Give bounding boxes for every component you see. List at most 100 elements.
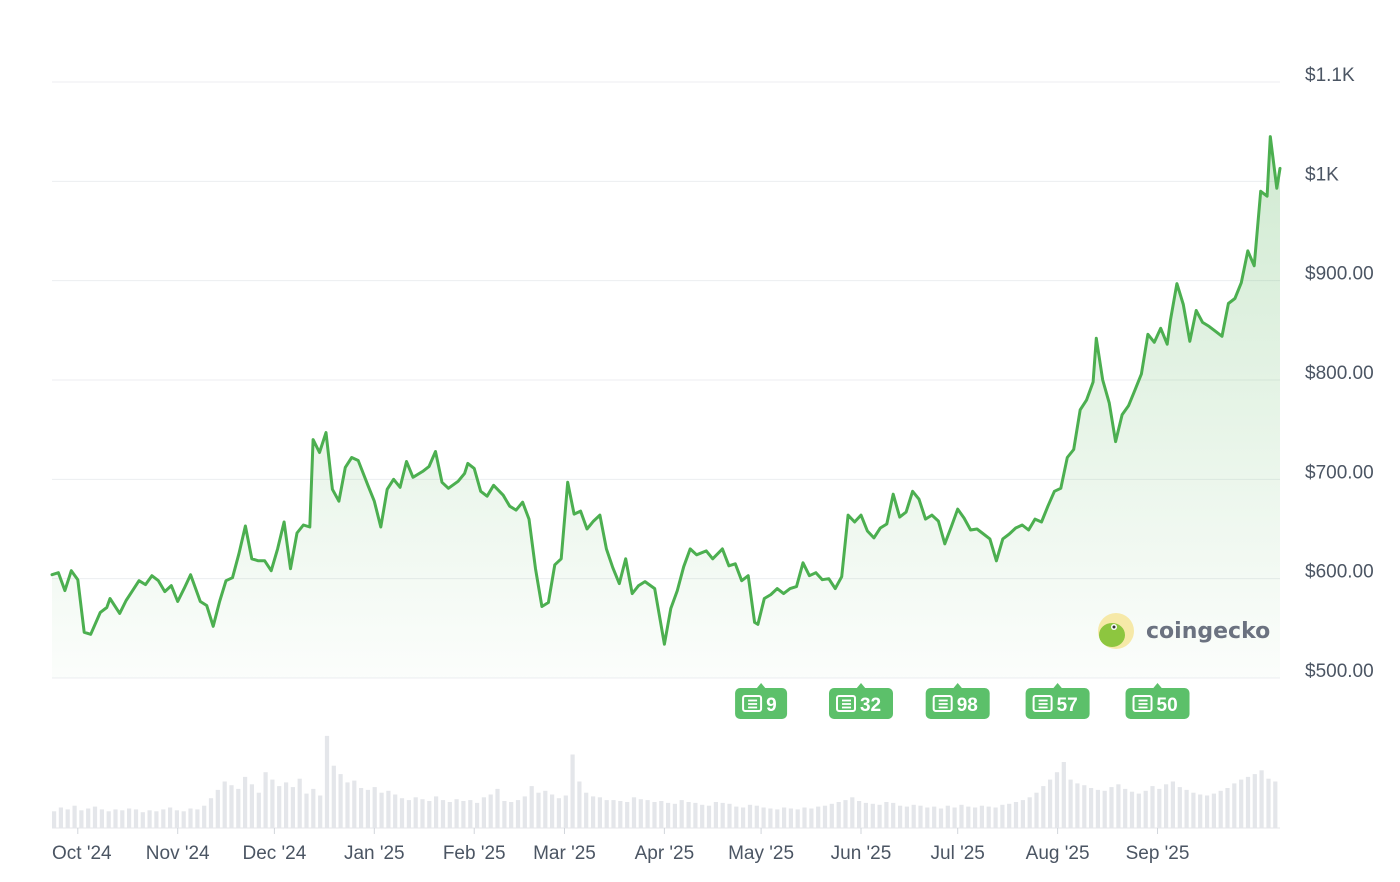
volume-bar [1109, 787, 1114, 828]
volume-bar [788, 808, 793, 828]
volume-bar [904, 806, 909, 828]
volume-bar [352, 780, 357, 828]
volume-bar [1129, 791, 1135, 828]
volume-bar [229, 785, 234, 828]
x-tick-label: Jun '25 [831, 843, 892, 864]
volume-bar [365, 789, 370, 828]
volume-bar [345, 782, 350, 828]
volume-bar [1157, 788, 1162, 828]
coingecko-watermark: coingecko [1098, 613, 1270, 649]
volume-bar [1054, 772, 1060, 828]
volume-bar [434, 796, 439, 828]
volume-bar [161, 809, 166, 828]
volume-bar [945, 805, 950, 828]
volume-bar [1034, 792, 1039, 828]
volume-bar [1089, 788, 1094, 828]
volume-bar [1225, 788, 1230, 828]
news-count: 98 [957, 695, 978, 716]
x-tick-label: Apr '25 [635, 843, 695, 864]
volume-bar [1020, 800, 1025, 828]
x-tick-label: Dec '24 [242, 843, 306, 864]
volume-bar [659, 801, 664, 828]
news-count: 50 [1157, 695, 1178, 716]
volume-bar [1218, 790, 1223, 828]
volume-bar [1198, 794, 1203, 828]
volume-bar [1259, 770, 1264, 828]
volume-bar [529, 786, 534, 828]
volume-bar [1252, 774, 1257, 828]
y-tick-label: $1.1K [1305, 65, 1355, 86]
volume-bar [1068, 779, 1073, 828]
volume-bar [1136, 793, 1141, 828]
y-tick-label: $900.00 [1305, 264, 1374, 285]
volume-bar [986, 806, 991, 828]
volume-bar [372, 787, 377, 828]
price-area [52, 136, 1280, 679]
volume-bar [174, 810, 179, 828]
volume-bar [604, 800, 609, 828]
volume-bar [133, 809, 139, 828]
volume-bar [379, 792, 384, 828]
volume-bar [290, 787, 295, 828]
x-tick-label: Sep '25 [1126, 843, 1190, 864]
volume-bar [386, 790, 391, 828]
news-marker[interactable]: 98 [925, 683, 990, 719]
volume-bar [72, 805, 77, 828]
volume-bar [1239, 779, 1244, 828]
volume-bar [263, 772, 268, 828]
volume-bar [99, 809, 104, 828]
volume-bar [1041, 786, 1046, 828]
news-marker[interactable]: 57 [1025, 683, 1090, 719]
volume-bar [631, 797, 637, 828]
volume-bar [734, 806, 739, 828]
volume-bar [768, 808, 773, 828]
volume-bar [208, 798, 214, 828]
volume-bar [1245, 776, 1251, 829]
volume-bar [495, 788, 500, 828]
volume-bar [925, 807, 930, 828]
volume-bar [952, 807, 957, 828]
x-tick-label: Feb '25 [443, 843, 506, 864]
volume-bar [754, 805, 759, 828]
volume-bar [836, 802, 841, 828]
volume-bar [741, 807, 746, 828]
volume-bar [58, 807, 63, 828]
volume-bar [1143, 790, 1148, 828]
volume-bar [625, 802, 630, 828]
volume-bar [556, 798, 561, 828]
news-marker[interactable]: 50 [1125, 683, 1190, 719]
news-marker[interactable]: 9 [735, 683, 788, 719]
volume-bar [454, 799, 459, 828]
volume-bar [672, 803, 677, 828]
volume-bar [284, 782, 289, 828]
volume-bar [1211, 793, 1216, 828]
volume-bar [782, 807, 787, 828]
news-marker[interactable]: 32 [828, 683, 893, 719]
volume-bar [727, 803, 732, 828]
volume-bar [249, 784, 254, 828]
volume-bar [884, 802, 889, 828]
volume-bar [584, 792, 589, 828]
x-tick-label: May '25 [728, 843, 794, 864]
volume-bar [877, 804, 882, 829]
volume-bar [318, 795, 323, 828]
volume-bar [693, 802, 698, 828]
volume-bar [775, 809, 780, 828]
volume-bar [1102, 790, 1107, 828]
x-tick-label: Jan '25 [344, 843, 405, 864]
volume-bar [863, 802, 868, 828]
newspaper-icon [835, 695, 856, 712]
volume-bar [399, 798, 405, 828]
volume-bar [127, 808, 132, 828]
price-series-line [50, 135, 1282, 646]
volume-bar [1082, 785, 1087, 828]
volume-bar [1007, 803, 1012, 828]
volume-bar [406, 800, 411, 828]
volume-bar [1095, 789, 1100, 828]
volume-bar [959, 804, 964, 829]
y-tick-label: $700.00 [1305, 462, 1374, 483]
volume-bar [52, 811, 57, 828]
volume-bar [1177, 787, 1182, 828]
volume-bar [1170, 781, 1175, 828]
